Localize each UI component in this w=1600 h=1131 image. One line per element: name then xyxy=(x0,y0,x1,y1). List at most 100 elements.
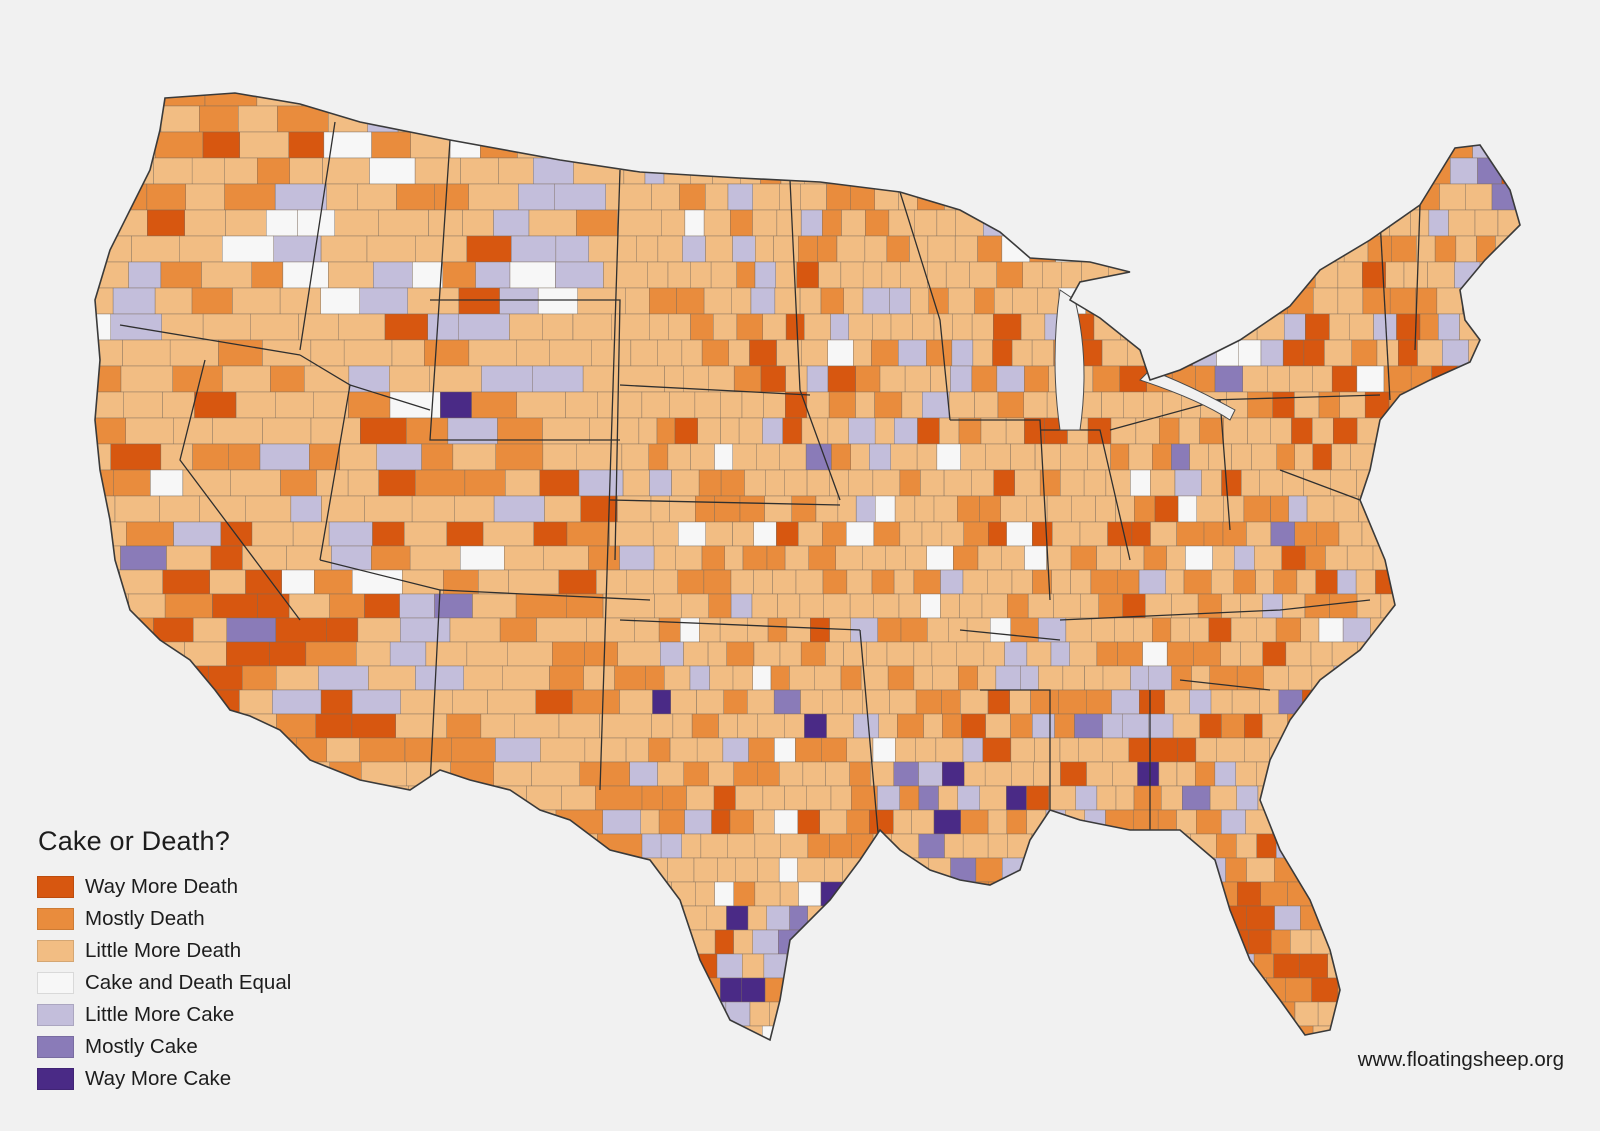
county xyxy=(1466,881,1493,907)
county xyxy=(551,953,583,979)
county xyxy=(766,905,790,931)
county xyxy=(963,953,987,979)
county xyxy=(804,157,833,185)
county xyxy=(1189,617,1210,643)
county xyxy=(1109,833,1130,859)
county xyxy=(320,689,353,715)
county xyxy=(1105,1025,1130,1040)
county xyxy=(644,157,665,185)
county xyxy=(1081,235,1104,263)
county xyxy=(906,93,928,107)
county xyxy=(297,209,336,237)
county xyxy=(1517,641,1520,667)
county xyxy=(942,713,962,739)
county xyxy=(626,569,654,595)
county xyxy=(598,1001,633,1027)
county xyxy=(731,1050,755,1074)
county xyxy=(1459,905,1487,931)
county xyxy=(597,929,641,955)
county xyxy=(1456,689,1478,715)
county xyxy=(1397,1001,1425,1027)
county xyxy=(400,617,451,643)
county xyxy=(1295,183,1318,211)
county xyxy=(1139,689,1166,715)
county xyxy=(776,521,799,547)
county xyxy=(1383,977,1403,1003)
county xyxy=(849,593,874,619)
county xyxy=(1047,105,1075,133)
county xyxy=(726,641,755,667)
county xyxy=(647,1025,675,1040)
county xyxy=(1514,521,1520,547)
county xyxy=(909,857,929,883)
county xyxy=(753,641,781,667)
county xyxy=(1281,545,1306,571)
county xyxy=(1483,391,1505,419)
county xyxy=(700,833,728,859)
county xyxy=(371,131,411,159)
county xyxy=(1330,1050,1356,1074)
county xyxy=(701,545,725,571)
county xyxy=(1359,1025,1386,1040)
county xyxy=(128,261,162,289)
state-boundary xyxy=(430,299,621,561)
county xyxy=(433,105,467,133)
county xyxy=(147,209,186,237)
county xyxy=(735,857,758,883)
county xyxy=(1509,905,1520,931)
county xyxy=(1283,785,1304,811)
county xyxy=(173,417,213,445)
county xyxy=(1454,261,1481,289)
county xyxy=(1128,905,1149,931)
county xyxy=(289,157,323,185)
county xyxy=(1501,365,1520,393)
county xyxy=(1396,545,1421,571)
county xyxy=(1391,235,1417,263)
county xyxy=(1096,545,1121,571)
county xyxy=(542,313,574,341)
county xyxy=(695,881,715,907)
county xyxy=(708,761,735,787)
county xyxy=(389,365,431,393)
county xyxy=(843,287,864,315)
county xyxy=(590,881,622,907)
county xyxy=(498,157,534,185)
county xyxy=(1427,417,1456,445)
county xyxy=(779,761,804,787)
county xyxy=(460,157,499,185)
county xyxy=(478,569,509,595)
state-boundary xyxy=(179,359,301,621)
county xyxy=(652,689,671,715)
county xyxy=(95,365,122,393)
county xyxy=(336,881,374,907)
county xyxy=(916,131,942,159)
county xyxy=(1378,665,1403,691)
county xyxy=(985,713,1011,739)
county xyxy=(1196,809,1222,835)
county xyxy=(1485,905,1510,931)
county xyxy=(862,545,886,571)
county xyxy=(1529,930,1550,954)
county xyxy=(126,521,174,547)
county xyxy=(95,313,111,341)
county xyxy=(1505,287,1520,315)
county xyxy=(1056,1001,1078,1027)
county xyxy=(1514,809,1520,835)
county xyxy=(518,183,555,211)
county xyxy=(682,235,706,263)
county xyxy=(1027,593,1054,619)
county xyxy=(971,469,994,497)
county xyxy=(1210,689,1233,715)
county xyxy=(368,665,416,691)
county xyxy=(630,339,659,367)
county xyxy=(1098,857,1125,883)
county xyxy=(1392,809,1419,835)
county xyxy=(160,443,193,471)
county xyxy=(1412,689,1432,715)
county xyxy=(1246,857,1275,883)
county xyxy=(856,495,876,523)
county xyxy=(613,105,654,133)
county xyxy=(458,313,510,341)
county xyxy=(1174,857,1199,883)
county xyxy=(1020,313,1046,341)
